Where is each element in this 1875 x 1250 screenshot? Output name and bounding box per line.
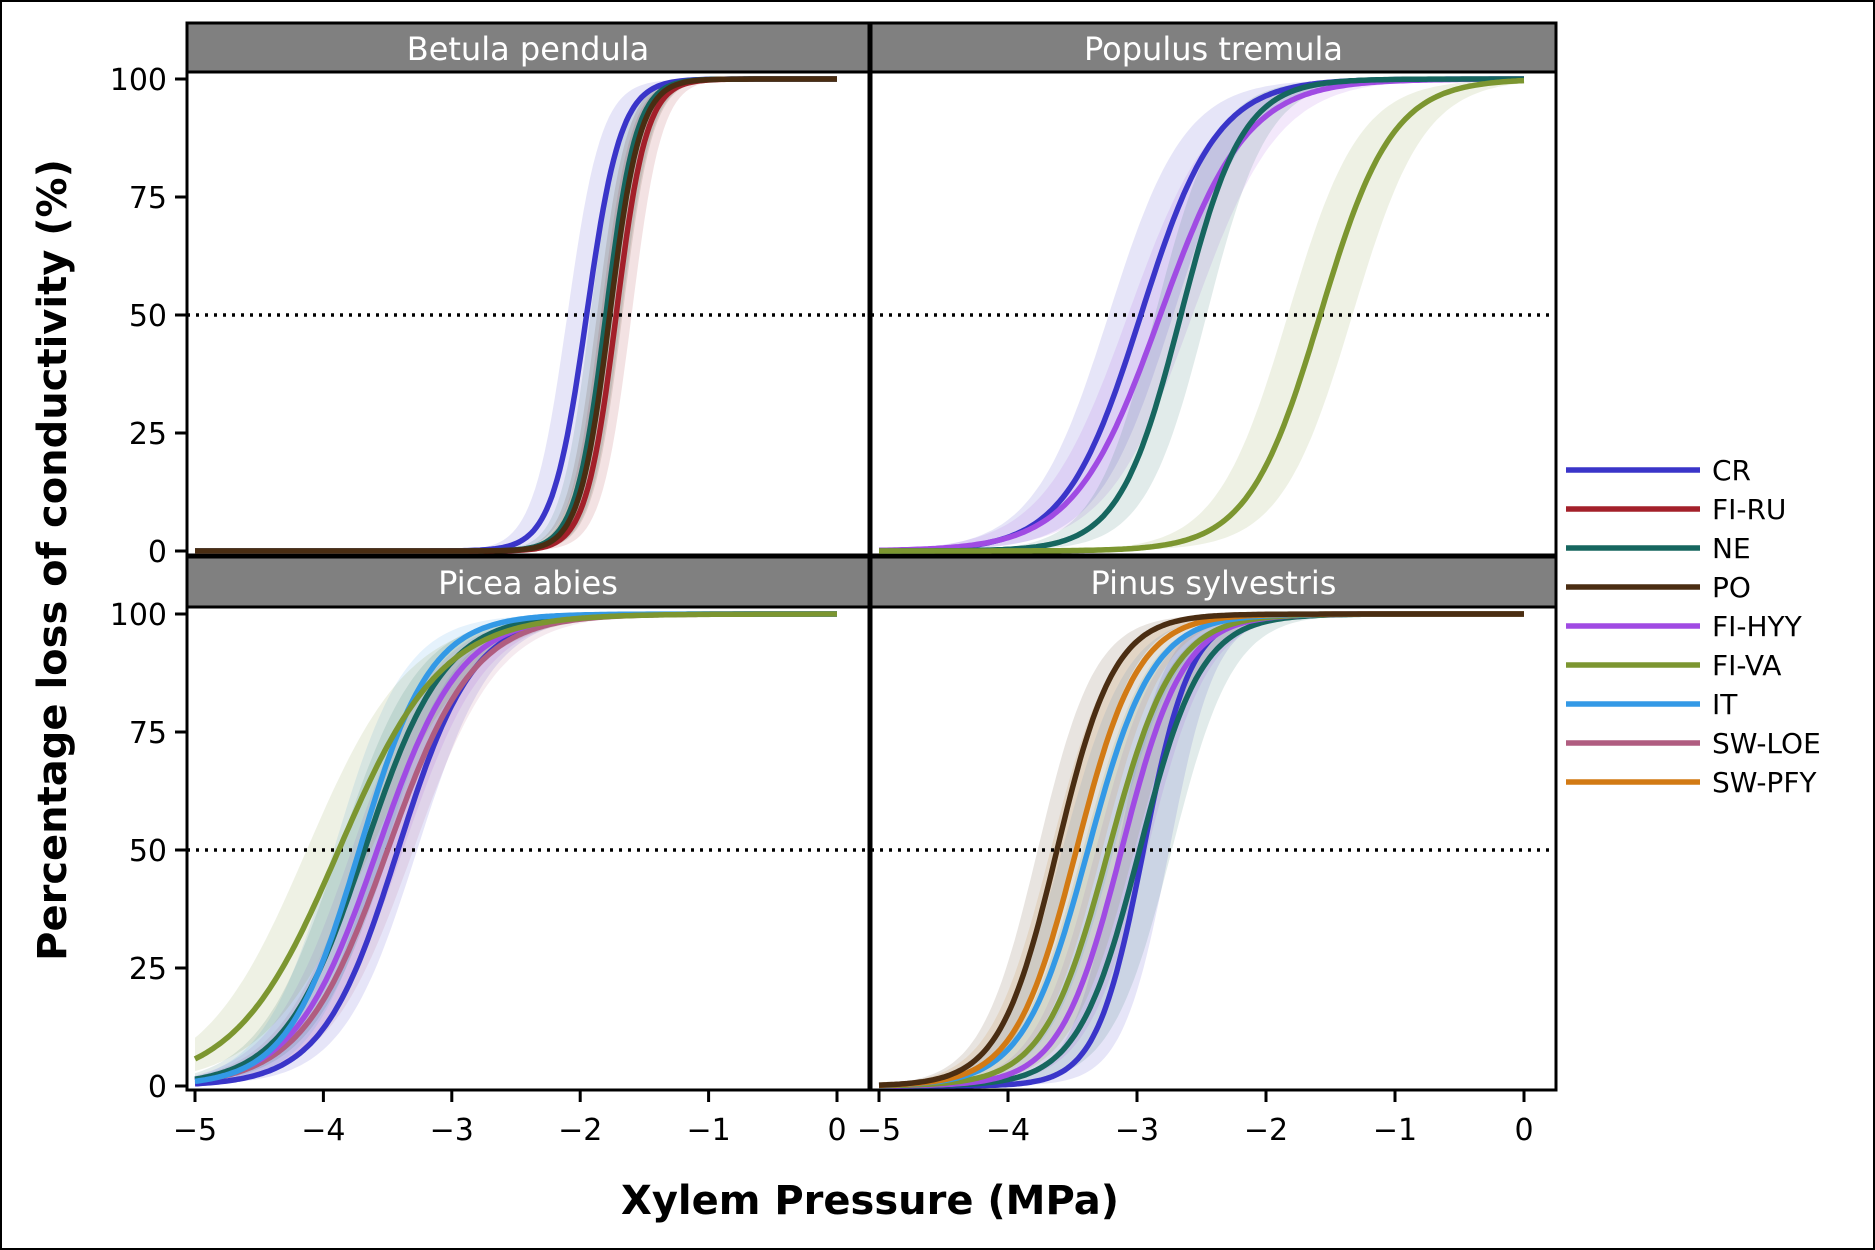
x-tick-label: −5 [173, 1113, 217, 1148]
legend-label: IT [1712, 688, 1738, 721]
panel-plot-area [188, 611, 868, 1087]
panel-title: Picea abies [438, 564, 618, 602]
y-tick-label: 75 [129, 181, 167, 216]
y-tick-label: 75 [129, 716, 167, 751]
confidence-band-it [195, 614, 837, 1084]
legend-item-sw-loe: SW-LOE [1566, 727, 1821, 760]
x-tick-label: −2 [1244, 1113, 1288, 1148]
legend-item-fi-ru: FI-RU [1566, 493, 1786, 526]
legend-item-fi-va: FI-VA [1566, 649, 1781, 682]
legend-label: FI-HYY [1712, 610, 1803, 643]
series-line-fi-va [878, 77, 1525, 554]
y-tick-label: 25 [129, 417, 167, 452]
panel-populus-tremula: Populus tremula [869, 21, 1558, 557]
panel-betula-pendula: Betula pendula 0 25 50 75 100 [110, 21, 871, 570]
panel-plot-area [188, 76, 868, 554]
y-tick-label: 100 [110, 63, 167, 98]
y-tick-label: 50 [129, 299, 167, 334]
x-tick-label: −5 [857, 1113, 901, 1148]
panel-strip [185, 555, 871, 609]
panel-strip [869, 21, 1558, 74]
confidence-band-fi-va [195, 614, 837, 1072]
legend: CR FI-RU NE PO FI-HYY FI-VA IT SW-LOE SW-PFY [1566, 454, 1821, 799]
panel-pinus-sylvestris: Pinus sylvestris −5 −4 −3 −2 −1 0 [857, 555, 1558, 1148]
legend-label: SW-PFY [1712, 766, 1817, 799]
panel-title: Betula pendula [407, 30, 650, 68]
panel-frame [185, 70, 871, 557]
panel-strip [185, 21, 871, 74]
panel-plot-area [872, 76, 1555, 554]
confidence-band-cr [879, 614, 1524, 1086]
series-line-po [878, 611, 1525, 1088]
x-tick-label: −3 [430, 1113, 474, 1148]
legend-label: FI-RU [1712, 493, 1786, 526]
x-tick-label: −1 [686, 1113, 730, 1148]
x-tick-label: −3 [1115, 1113, 1159, 1148]
x-tick-label: 0 [827, 1113, 846, 1148]
series-line-po [194, 76, 838, 554]
legend-item-cr: CR [1566, 454, 1751, 487]
y-tick-label: 25 [129, 952, 167, 987]
panel-plot-area [872, 611, 1555, 1089]
x-tick-label: 0 [1514, 1113, 1533, 1148]
x-tick-label: −1 [1373, 1113, 1417, 1148]
legend-item-fi-hyy: FI-HYY [1566, 610, 1803, 643]
legend-label: FI-VA [1712, 649, 1781, 682]
y-tick-label: 0 [148, 1070, 167, 1105]
confidence-band-cr [879, 79, 1524, 551]
series-line-fi-va [193, 611, 838, 1062]
panel-title: Pinus sylvestris [1091, 564, 1337, 602]
panel-picea-abies: Picea abies 0 25 50 75 100 −5 −4 −3 −2 −1 0 [110, 555, 871, 1148]
legend-item-sw-pfy: SW-PFY [1566, 766, 1817, 799]
y-tick-label: 100 [110, 598, 167, 633]
y-axis-title: Percentage loss of conductivity (%) [30, 159, 76, 961]
x-axis-title: Xylem Pressure (MPa) [621, 1178, 1119, 1224]
legend-label: SW-LOE [1712, 727, 1821, 760]
confidence-band-ne [195, 614, 837, 1083]
panel-grid: Betula pendula 0 25 50 75 100 Populus tremula P… [110, 21, 1558, 1148]
confidence-band-ne [879, 79, 1524, 551]
panel-title: Populus tremula [1084, 30, 1343, 68]
legend-item-po: PO [1566, 571, 1751, 604]
x-tick-label: −4 [301, 1113, 345, 1148]
legend-label: PO [1712, 571, 1751, 604]
y-tick-label: 0 [148, 535, 167, 570]
confidence-band-fi-va [879, 79, 1524, 551]
legend-item-ne: NE [1566, 532, 1751, 565]
legend-item-it: IT [1566, 688, 1738, 721]
x-tick-label: −2 [558, 1113, 602, 1148]
x-tick-label: −4 [986, 1113, 1030, 1148]
y-tick-label: 50 [129, 834, 167, 869]
legend-label: NE [1712, 532, 1751, 565]
legend-label: CR [1712, 454, 1751, 487]
confidence-band-fi-hyy [879, 79, 1524, 551]
confidence-band-ne [879, 614, 1524, 1086]
panel-strip [869, 555, 1558, 609]
